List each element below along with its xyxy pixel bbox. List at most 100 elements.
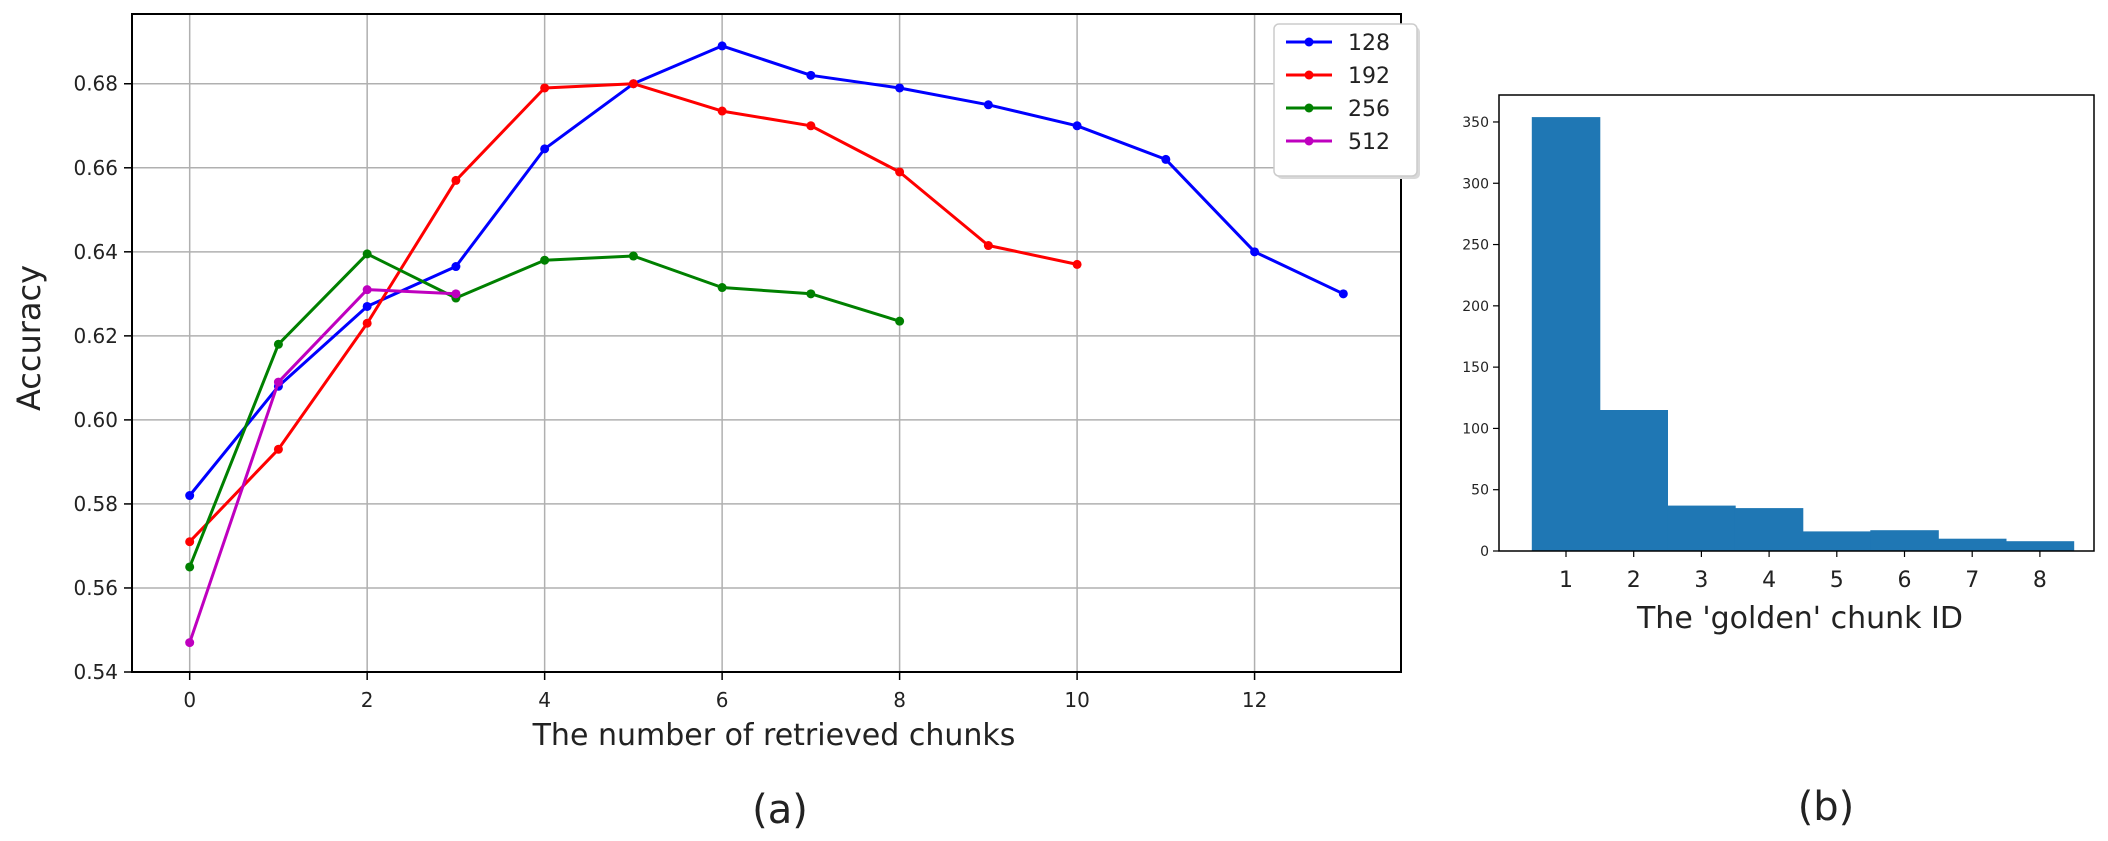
- x-axis-label: The 'golden' chunk ID: [1636, 601, 1963, 636]
- bar-2: [1599, 410, 1668, 551]
- y-ticks: 0.54 0.56 0.58 0.60 0.62 0.64 0.66 0.68: [73, 72, 132, 684]
- legend-marker-512: [1304, 136, 1314, 146]
- x-tick-label: 8: [893, 688, 906, 712]
- y-tick-label: 350: [1462, 115, 1489, 131]
- x-tick-label: 2: [1627, 568, 1641, 593]
- bar-8: [2005, 541, 2075, 551]
- y-tick-label: 0.58: [73, 492, 118, 516]
- x-tick-label: 3: [1694, 568, 1708, 593]
- data-point-128: [1250, 247, 1260, 257]
- data-point-128: [895, 83, 905, 93]
- legend: 128 192 256 512: [1273, 23, 1420, 179]
- bar-5: [1802, 531, 1871, 551]
- panel-label: (a): [752, 787, 808, 833]
- data-point-512: [185, 638, 195, 648]
- bar-chart-panel: 1 2 3 4 5 6 7 8 0 50 100 150 200 250 300 350 The 'gold…: [1462, 94, 2095, 830]
- legend-label-192: 192: [1348, 64, 1390, 89]
- data-point-128: [717, 41, 727, 51]
- data-point-128: [540, 144, 550, 154]
- x-tick-label: 8: [2033, 568, 2047, 593]
- x-tick-label: 1: [1559, 568, 1573, 593]
- y-ticks: 0 50 100 150 200 250 300 350: [1462, 115, 1499, 560]
- data-point-128: [1338, 289, 1348, 299]
- series-line-512: [188, 288, 456, 644]
- y-tick-label: 100: [1462, 421, 1489, 437]
- y-tick-label: 200: [1462, 299, 1489, 315]
- data-point-192: [717, 106, 727, 116]
- x-tick-label: 4: [1762, 568, 1776, 593]
- grid-lines: [132, 14, 1401, 673]
- bar-1: [1531, 117, 1601, 551]
- x-tick-label: 10: [1064, 688, 1089, 712]
- x-tick-label: 0: [183, 688, 196, 712]
- x-tick-label: 12: [1242, 688, 1267, 712]
- x-tick-label: 6: [1898, 568, 1912, 593]
- x-tick-label: 6: [716, 688, 729, 712]
- data-point-192: [540, 83, 550, 93]
- data-point-256: [185, 562, 195, 572]
- data-point-192: [185, 537, 195, 547]
- y-tick-label: 300: [1462, 176, 1489, 192]
- data-point-256: [895, 316, 905, 326]
- legend-label-128: 128: [1348, 31, 1390, 56]
- x-ticks: 0 2 4 6 8 10 12: [183, 672, 1267, 712]
- data-point-256: [540, 255, 550, 265]
- series-line-128: [188, 44, 1344, 497]
- bar-7: [1938, 538, 2007, 551]
- bars: [1531, 117, 2075, 551]
- data-point-192: [983, 241, 993, 251]
- data-point-192: [451, 175, 461, 185]
- y-tick-label: 0.60: [73, 408, 118, 432]
- x-tick-label: 5: [1830, 568, 1844, 593]
- data-point-192: [362, 318, 372, 328]
- data-point-192: [895, 167, 905, 177]
- y-tick-label: 0.54: [73, 660, 118, 684]
- data-point-128: [806, 70, 816, 80]
- y-tick-label: 0: [1480, 544, 1489, 560]
- data-point-192: [628, 79, 638, 89]
- plot-frame: [131, 13, 1402, 673]
- data-point-128: [451, 262, 461, 272]
- y-tick-label: 0.68: [73, 72, 118, 96]
- x-tick-label: 4: [538, 688, 551, 712]
- series-line-192: [188, 82, 1078, 543]
- bar-3: [1667, 505, 1736, 551]
- y-tick-label: 150: [1462, 360, 1489, 376]
- data-point-512: [273, 377, 283, 387]
- x-ticks: 1 2 3 4 5 6 7 8: [1559, 551, 2047, 593]
- bar-6: [1870, 530, 1939, 551]
- y-tick-label: 0.62: [73, 324, 118, 348]
- bar-4: [1734, 508, 1804, 551]
- legend-label-512: 512: [1348, 130, 1390, 155]
- plot-frame: [1498, 94, 2095, 552]
- legend-marker-128: [1304, 37, 1314, 47]
- data-point-128: [1072, 121, 1082, 131]
- data-point-128: [362, 301, 372, 311]
- legend-marker-256: [1304, 103, 1314, 113]
- data-point-256: [628, 251, 638, 261]
- data-point-192: [1072, 259, 1082, 269]
- y-tick-label: 250: [1462, 238, 1489, 254]
- data-point-256: [362, 249, 372, 259]
- data-point-512: [362, 285, 372, 295]
- data-point-192: [806, 121, 816, 131]
- data-point-512: [451, 289, 461, 299]
- data-point-128: [1161, 154, 1171, 164]
- x-axis-label: The number of retrieved chunks: [532, 718, 1016, 753]
- data-point-128: [185, 491, 195, 501]
- line-chart-panel: 0 2 4 6 8 10 12 0.540.560.580.600.620.640.660.…: [10, 13, 1420, 833]
- data-point-256: [273, 339, 283, 349]
- x-tick-label: 2: [361, 688, 374, 712]
- y-tick-label: 0.64: [73, 240, 118, 264]
- y-axis-label: Accuracy: [10, 265, 48, 411]
- y-tick-label: 50: [1471, 483, 1489, 499]
- data-point-128: [983, 100, 993, 110]
- data-point-192: [273, 444, 283, 454]
- data-point-256: [806, 289, 816, 299]
- y-tick-label: 0.56: [73, 576, 118, 600]
- legend-box: [1273, 23, 1418, 177]
- data-point-256: [717, 283, 727, 293]
- y-tick-label: 0.66: [73, 156, 118, 180]
- legend-marker-192: [1304, 70, 1314, 80]
